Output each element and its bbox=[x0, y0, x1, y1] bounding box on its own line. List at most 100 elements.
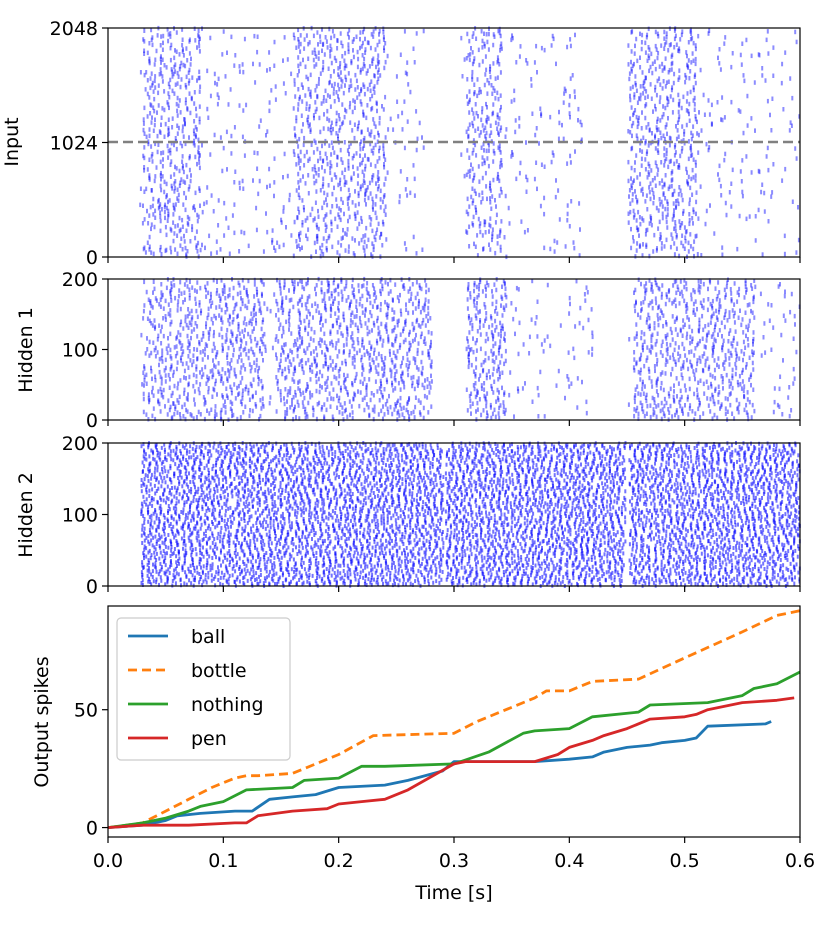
spike-mark bbox=[186, 314, 189, 319]
spike-mark bbox=[298, 68, 300, 74]
spike-mark bbox=[499, 344, 502, 349]
spike-mark bbox=[657, 127, 660, 132]
spike-mark bbox=[337, 97, 340, 103]
spike-mark bbox=[421, 321, 424, 326]
spike-mark bbox=[179, 227, 182, 232]
spike-mark bbox=[364, 308, 367, 313]
spike-mark bbox=[181, 49, 184, 54]
spike-mark bbox=[155, 165, 158, 170]
spike-mark bbox=[214, 364, 217, 370]
spike-mark bbox=[752, 299, 755, 305]
spike-mark bbox=[643, 339, 646, 344]
spike-mark bbox=[729, 402, 732, 408]
spike-mark bbox=[487, 148, 490, 153]
spike-mark bbox=[539, 369, 542, 375]
spike-mark bbox=[638, 96, 640, 101]
spike-mark bbox=[543, 245, 546, 251]
spike-mark bbox=[665, 147, 668, 153]
spike-mark bbox=[172, 238, 175, 244]
spike-mark bbox=[778, 404, 781, 409]
spike-mark bbox=[298, 332, 301, 337]
spike-mark bbox=[748, 399, 751, 405]
spike-mark bbox=[305, 411, 308, 417]
spike-mark bbox=[194, 154, 197, 160]
spike-mark bbox=[165, 232, 168, 238]
spike-mark bbox=[159, 297, 162, 302]
spike-mark bbox=[783, 293, 786, 299]
spike-mark bbox=[338, 116, 341, 122]
spike-mark bbox=[374, 124, 377, 129]
spike-mark bbox=[686, 397, 689, 402]
spike-mark bbox=[495, 305, 498, 311]
spike-mark bbox=[642, 300, 645, 305]
spike-mark bbox=[172, 373, 175, 378]
spike-mark bbox=[723, 360, 726, 365]
spike-mark bbox=[475, 36, 478, 41]
spike-mark bbox=[351, 236, 354, 241]
spike-mark bbox=[233, 382, 236, 387]
spike-mark bbox=[423, 303, 426, 308]
spike-mark bbox=[745, 402, 748, 408]
spike-mark bbox=[654, 88, 657, 93]
spike-mark bbox=[514, 118, 517, 123]
spike-mark bbox=[410, 291, 413, 297]
spike-mark bbox=[311, 369, 314, 374]
spike-mark bbox=[320, 289, 323, 295]
spike-mark bbox=[210, 193, 213, 198]
spike-mark bbox=[298, 185, 300, 190]
spike-mark bbox=[240, 358, 243, 363]
spike-mark bbox=[504, 358, 507, 364]
spike-mark bbox=[741, 158, 744, 163]
spike-mark bbox=[553, 249, 556, 254]
spike-mark bbox=[752, 350, 755, 355]
spike-mark bbox=[567, 350, 570, 355]
spike-mark bbox=[642, 80, 645, 85]
spike-mark bbox=[484, 338, 487, 344]
spike-mark bbox=[172, 401, 175, 406]
spike-mark bbox=[153, 347, 156, 353]
spike-mark bbox=[151, 83, 154, 88]
spike-mark bbox=[631, 145, 634, 151]
spike-mark bbox=[332, 387, 335, 392]
spike-mark bbox=[239, 337, 242, 342]
spike-mark bbox=[633, 303, 636, 309]
spike-mark bbox=[384, 324, 387, 329]
spike-mark bbox=[724, 411, 727, 417]
spike-mark bbox=[494, 414, 497, 420]
spike-mark bbox=[321, 323, 324, 328]
spike-mark bbox=[253, 303, 256, 308]
spike-mark bbox=[635, 331, 638, 336]
spike-mark bbox=[744, 278, 747, 283]
spike-mark bbox=[688, 376, 691, 382]
spike-mark bbox=[199, 153, 201, 158]
spike-mark bbox=[398, 345, 401, 350]
spike-mark bbox=[255, 343, 258, 348]
spike-mark bbox=[574, 149, 576, 154]
spike-mark bbox=[687, 240, 690, 246]
spike-mark bbox=[659, 408, 662, 414]
spike-mark bbox=[643, 296, 646, 301]
spike-mark bbox=[230, 34, 233, 40]
spike-mark bbox=[150, 71, 153, 76]
spike-mark bbox=[665, 122, 668, 127]
spike-mark bbox=[141, 583, 144, 587]
spike-mark bbox=[171, 390, 174, 396]
spike-mark bbox=[208, 298, 211, 304]
spike-mark bbox=[325, 307, 328, 313]
spike-mark bbox=[704, 358, 707, 364]
spike-mark bbox=[639, 221, 642, 227]
spike-mark bbox=[148, 244, 151, 249]
spike-mark bbox=[347, 206, 350, 211]
spike-mark bbox=[154, 354, 157, 359]
spike-mark bbox=[339, 64, 341, 70]
spike-mark bbox=[502, 404, 505, 409]
spike-mark bbox=[496, 234, 499, 239]
spike-mark bbox=[176, 81, 179, 86]
spike-mark bbox=[659, 82, 662, 87]
spike-mark bbox=[750, 116, 753, 121]
spike-mark bbox=[394, 353, 397, 359]
spike-mark bbox=[153, 224, 156, 230]
spike-mark bbox=[143, 364, 146, 369]
spike-mark bbox=[304, 325, 307, 331]
spike-mark bbox=[170, 365, 173, 370]
